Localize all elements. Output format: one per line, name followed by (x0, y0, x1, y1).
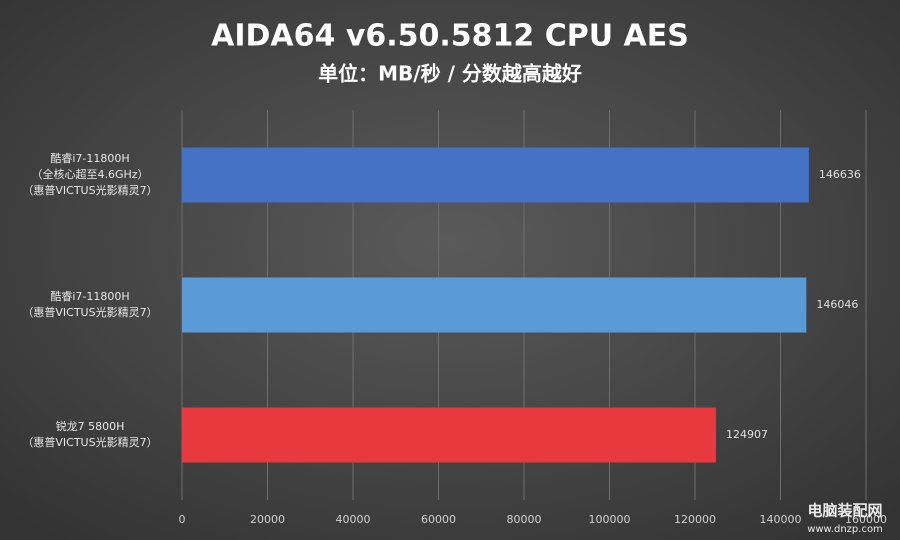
value-label: 146046 (816, 298, 858, 311)
y-tick-label: （全核心超至4.6GHz） (31, 167, 148, 181)
bar (182, 407, 716, 463)
y-tick-label: （惠普VICTUS光影精灵7） (22, 305, 157, 319)
y-tick-label: （惠普VICTUS光影精灵7） (22, 183, 157, 197)
chart-subtitle: 单位：MB/秒 / 分数越高越好 (318, 62, 582, 86)
x-tick-label: 40000 (336, 513, 371, 526)
value-label: 146636 (819, 168, 861, 181)
y-tick-label: 酷睿i7-11800H (50, 289, 129, 303)
x-tick-label: 100000 (589, 513, 631, 526)
bar (182, 277, 807, 333)
watermark: 电脑装配网 (807, 502, 882, 520)
y-tick-label: 锐龙7 5800H (56, 419, 125, 433)
chart-title: AIDA64 v6.50.5812 CPU AES (211, 19, 689, 54)
bar (182, 147, 809, 203)
x-tick-label: 0 (179, 513, 186, 526)
value-label: 124907 (726, 428, 768, 441)
x-tick-label: 60000 (421, 513, 456, 526)
y-tick-label: 酷睿i7-11800H (50, 151, 129, 165)
y-tick-label: （惠普VICTUS光影精灵7） (22, 435, 157, 449)
x-tick-label: 160000 (845, 513, 887, 526)
x-tick-label: 20000 (250, 513, 285, 526)
x-tick-label: 140000 (760, 513, 802, 526)
x-tick-label: 80000 (507, 513, 542, 526)
watermark-url: www.dnzp.com (807, 524, 883, 535)
x-tick-label: 120000 (674, 513, 716, 526)
